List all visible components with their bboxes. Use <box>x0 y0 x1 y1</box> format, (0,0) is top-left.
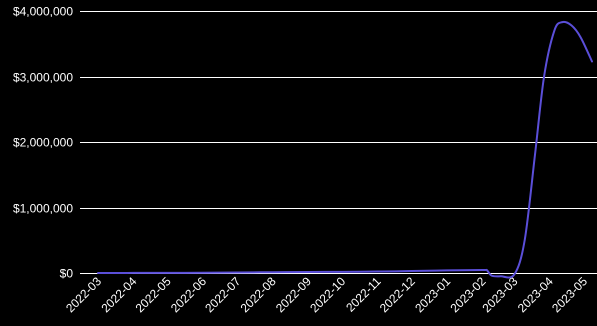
x-tick-label: 2023-01 <box>412 274 453 315</box>
x-tick-label: 2022-04 <box>98 274 139 315</box>
x-tick-label: 2022-09 <box>273 274 314 315</box>
gridlines <box>80 11 597 274</box>
x-axis-ticks: 2022-032022-042022-052022-062022-072022-… <box>63 274 590 315</box>
x-tick-label: 2023-03 <box>479 274 520 315</box>
x-tick-label: 2022-11 <box>343 274 384 315</box>
x-tick-label: 2023-04 <box>515 274 556 315</box>
x-tick-label: 2022-10 <box>307 274 348 315</box>
series-layer <box>97 20 593 279</box>
x-tick-label: 2022-12 <box>377 274 418 315</box>
y-tick-label: $2,000,000 <box>13 136 73 150</box>
x-tick-label: 2022-05 <box>133 274 174 315</box>
series-line <box>97 20 593 279</box>
y-tick-label: $1,000,000 <box>13 202 73 216</box>
x-tick-label: 2022-08 <box>238 274 279 315</box>
y-axis-ticks: $0 $1,000,000 $2,000,000 $3,000,000 $4,000,0… <box>13 5 73 281</box>
x-tick-label: 2022-07 <box>202 274 243 315</box>
x-tick-label: 2023-05 <box>549 274 590 315</box>
y-tick-label: $0 <box>60 267 74 281</box>
y-tick-label: $4,000,000 <box>13 5 73 19</box>
x-tick-label: 2022-06 <box>168 274 209 315</box>
y-tick-label: $3,000,000 <box>13 71 73 85</box>
